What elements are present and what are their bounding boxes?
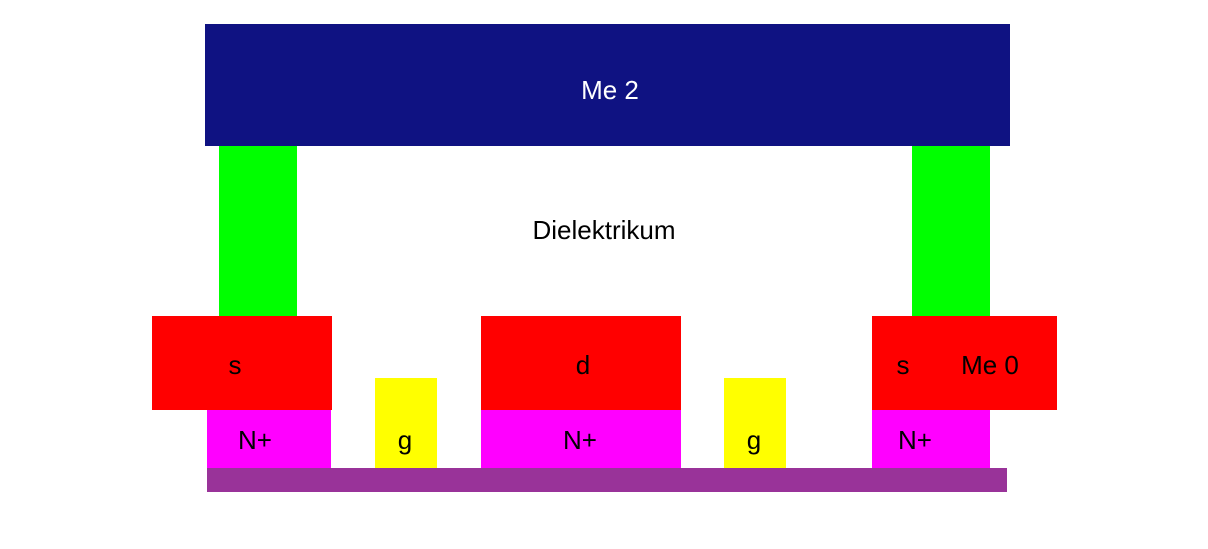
label-nplus_r: N+ (890, 425, 940, 456)
label-nplus_l: N+ (230, 425, 280, 456)
label-d: d (568, 350, 598, 381)
label-dielectric: Dielektrikum (474, 215, 734, 246)
label-nplus_m: N+ (555, 425, 605, 456)
via-right (912, 146, 990, 316)
label-g_right: g (744, 425, 764, 456)
label-s_left: s (220, 350, 250, 381)
via-left (219, 146, 297, 316)
diagram-stage: Me 2 Dielektrikum s d s Me 0 g g N+ N+ N+ (0, 0, 1208, 549)
label-me0: Me 0 (950, 350, 1030, 381)
label-s_right: s (888, 350, 918, 381)
substrate-bar (207, 468, 1007, 492)
label-me2: Me 2 (560, 75, 660, 106)
label-g_left: g (395, 425, 415, 456)
